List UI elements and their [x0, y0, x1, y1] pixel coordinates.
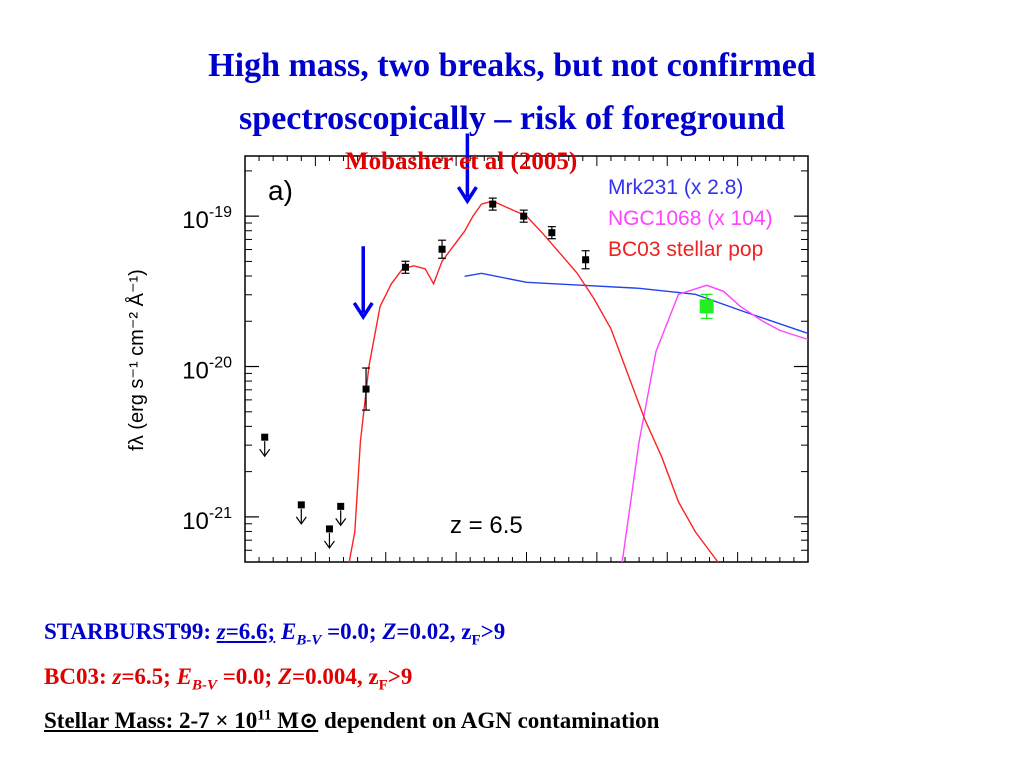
stellar-mass-note: Stellar Mass: 2-7 × 1011 M⊙ dependent on…: [44, 707, 660, 733]
y-tick-label: 10-19: [182, 204, 232, 234]
upper-limit-arrow: [323, 540, 335, 549]
slide-title-line-1: High mass, two breaks, but not confirmed: [208, 47, 816, 84]
axis-ticks: [245, 156, 808, 562]
irac-point: [699, 293, 714, 320]
panel-label: a): [268, 175, 293, 206]
bc03-stellar-curve: [348, 200, 719, 563]
upper-limit-point: [325, 525, 333, 533]
upper-limit-point: [261, 433, 269, 441]
photometry-point: [489, 200, 497, 208]
irac-point: [699, 299, 714, 314]
photometry-point: [548, 229, 556, 237]
citation-credit: Mobasher et al (2005): [345, 148, 578, 175]
bc03-params: BC03: z=6.5; EB-V =0.0; Z=0.004, zF>9: [44, 664, 413, 694]
upper-limit-point: [337, 502, 345, 510]
photometry-point: [582, 256, 590, 264]
ngc1068-curve: [621, 284, 809, 563]
photometry-point: [438, 245, 446, 253]
break-arrows: [352, 133, 478, 321]
y-tick-label: 10-20: [182, 355, 232, 385]
legend-entry: Mrk231 (x 2.8): [608, 176, 743, 199]
upper-limits: [259, 433, 347, 549]
y-axis-label: fλ (erg s⁻¹ cm⁻² Å⁻¹): [125, 269, 148, 451]
upper-limit-arrow: [295, 516, 307, 525]
sb99-z: z=6.6;: [216, 619, 276, 644]
sb99-e: E: [280, 619, 297, 644]
upper-limit-arrow: [335, 518, 347, 527]
slide-title-line-2: spectroscopically – risk of foreground: [239, 100, 785, 137]
legend-entry: BC03 stellar pop: [608, 238, 763, 261]
legend-entry: NGC1068 (x 104): [608, 207, 773, 230]
y-tick-label: 10-21: [182, 505, 232, 535]
legend: Mrk231 (x 2.8) NGC1068 (x 104) BC03 stella…: [608, 176, 773, 261]
upper-limit-point: [297, 501, 305, 509]
photometry-point: [520, 212, 528, 220]
mrk231-curve: [464, 272, 809, 335]
sed-curves: [348, 200, 809, 563]
redshift-annotation: z = 6.5: [450, 512, 523, 539]
starburst99-params: STARBURST99: z=6.6; EB-V =0.0; Z=0.02, z…: [44, 619, 506, 649]
break-arrow-head: [352, 301, 374, 321]
bc03-label: BC03:: [44, 664, 113, 689]
sb99-label: STARBURST99:: [44, 619, 217, 644]
y-axis-label-text: fλ (erg s⁻¹ cm⁻² Å⁻¹): [125, 269, 148, 451]
break-arrow-head: [456, 186, 478, 205]
photometry-point: [362, 385, 370, 393]
upper-limit-arrow: [259, 448, 271, 458]
photometry-points: [362, 197, 590, 411]
stellar-mass-value: Stellar Mass: 2-7 × 1011 M⊙: [44, 707, 319, 733]
photometry-point: [401, 263, 409, 271]
y-tick-labels: 10-19 10-20 10-21: [182, 204, 232, 535]
